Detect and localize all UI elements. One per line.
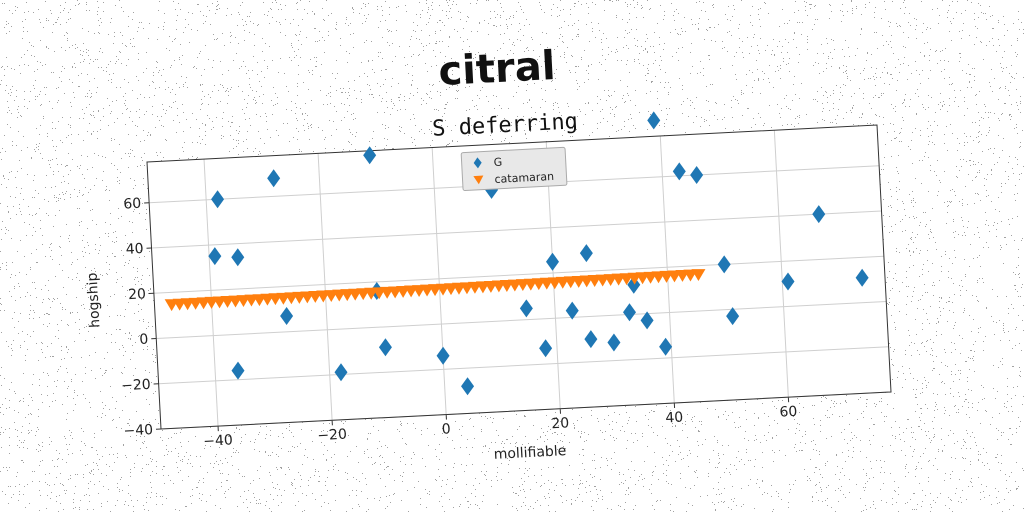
x-gridline [203,159,219,427]
catamaran-point [691,269,706,282]
y-gridline [151,210,882,249]
g-point [267,169,281,188]
g-point [607,333,621,352]
y-gridline [156,300,887,339]
g-point [659,337,673,356]
x-tick-label: −20 [317,427,347,445]
g-point [690,165,704,184]
legend-label: catamaran [494,170,554,186]
y-gridline [153,255,884,294]
x-tick-label: 40 [665,410,684,427]
y-tick-label: 40 [125,241,144,258]
g-point [726,307,740,326]
x-gridline [317,153,333,421]
y-gridline [158,346,889,385]
g-point [461,377,475,396]
g-point [436,346,450,365]
y-tick-label: 0 [139,332,149,348]
g-point [579,244,593,263]
g-point [363,146,377,165]
g-point [539,339,553,358]
g-point [231,361,245,380]
g-point [211,190,225,209]
axes-frame [146,124,892,430]
g-point [781,272,795,291]
g-point [672,162,686,181]
x-tick-label: 0 [441,421,451,437]
g-point [208,247,222,266]
g-point [519,299,533,318]
x-tick-label: 20 [551,415,570,432]
x-tick-label: 60 [779,404,798,421]
g-point [622,303,636,322]
y-tick-label: 60 [123,196,142,213]
legend-label: G [493,156,502,169]
legend-symbol [473,157,482,169]
g-point [280,307,294,326]
x-gridline [659,135,675,404]
legend-symbol [473,175,484,185]
x-gridline [431,147,447,415]
legend-box [460,146,568,192]
chart-title: S deferring [432,109,579,142]
g-point [855,268,869,287]
g-point [647,111,661,130]
g-point [717,255,731,274]
axes-background [147,125,891,429]
x-axis-label: mollifiable [493,443,566,463]
g-point [231,248,245,267]
g-point [812,205,826,224]
g-point [546,252,560,271]
g-point [565,301,579,320]
y-tick-label: −20 [121,377,151,395]
g-point [378,338,392,357]
x-tick-label: −40 [203,432,233,450]
g-point [640,311,654,330]
y-tick-label: −40 [123,422,153,440]
x-gridline [773,130,789,398]
chart-suptitle: citral [437,43,556,95]
g-point [334,363,348,382]
g-point [584,330,598,349]
y-axis-label: hogship [85,272,104,328]
y-tick-label: 20 [128,286,147,303]
